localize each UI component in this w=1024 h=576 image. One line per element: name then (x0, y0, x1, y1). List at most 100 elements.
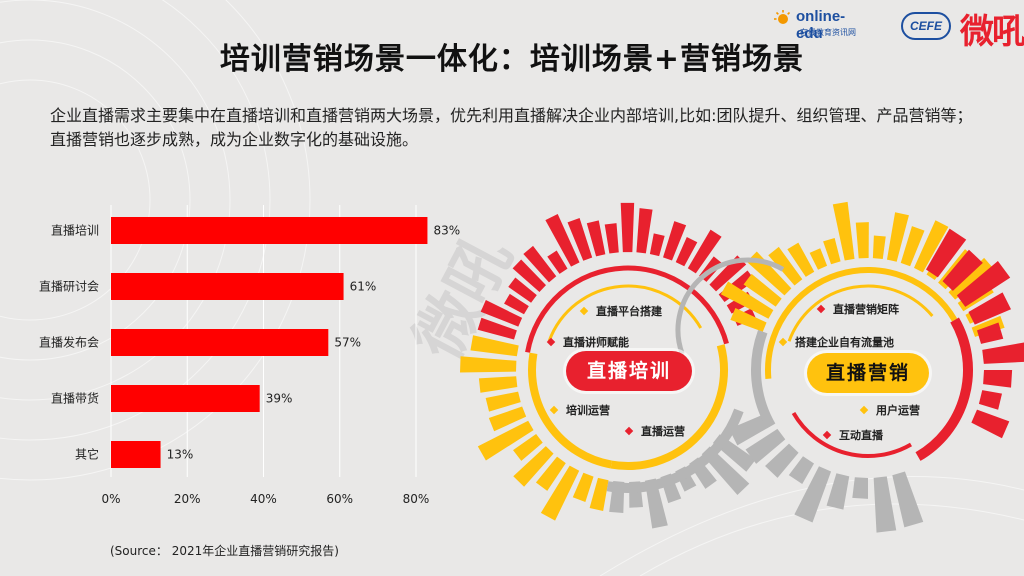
value-label: 39% (266, 392, 293, 406)
ring-arc (528, 352, 613, 469)
x-tick-label: 80% (403, 492, 430, 506)
ray-bar (983, 370, 1013, 388)
ray-bar (971, 409, 1010, 439)
value-label: 83% (433, 224, 460, 238)
marketing-item: 互动直播 (822, 427, 883, 443)
ray-bar (504, 293, 529, 315)
training-item: 直播讲师赋能 (546, 334, 629, 350)
ray-bar (701, 446, 750, 496)
x-tick-label: 60% (326, 492, 353, 506)
source-note: (Source： 2021年企业直播营销研究报告) (110, 544, 339, 558)
bar (111, 273, 344, 300)
ray-bar (978, 390, 1003, 410)
marketing-scene-label: 直播营销 (807, 353, 929, 393)
ray-bar (809, 248, 828, 270)
ray-bar (478, 376, 518, 393)
ray-bar (787, 242, 815, 277)
ray-bar (709, 255, 747, 292)
ray-bar (872, 235, 886, 259)
x-tick-label: 0% (101, 492, 120, 506)
ray-bar (675, 237, 698, 267)
brand-subtitle: 在线教育资讯网 (800, 28, 856, 37)
page-title: 培训营销场景一体化：培训场景+营销场景 (219, 42, 805, 77)
ray-bar (956, 261, 1011, 307)
sun-icon (774, 10, 791, 24)
ray-bar (488, 406, 527, 432)
bar (111, 217, 428, 244)
ring-arc (606, 408, 744, 493)
ray-bar (855, 222, 869, 259)
ray-bar (745, 428, 786, 464)
ray-bar (480, 300, 523, 327)
ray-bar (649, 233, 665, 257)
ray-bar (636, 208, 653, 254)
ray-bar (485, 391, 521, 412)
ray-bar (832, 201, 855, 261)
ring-arc (915, 317, 973, 461)
logo-group: online-edu 在线教育资讯网 CEFE 微吼 (764, 4, 1024, 52)
ray-bar (730, 307, 767, 332)
ray-bar (886, 212, 909, 262)
ray-bar (823, 237, 841, 265)
ring-arc (787, 284, 934, 342)
value-label: 13% (167, 448, 194, 462)
ray-bar (743, 273, 782, 307)
ray-bar (968, 292, 1012, 325)
training-item: 培训运营 (549, 402, 610, 418)
training-item: 直播平台搭建 (579, 303, 662, 319)
cefe-logo: CEFE (901, 12, 951, 40)
marketing-circle (675, 201, 1024, 533)
ray-bar (977, 322, 1004, 344)
ray-bar (589, 477, 609, 512)
diamond-icon (778, 337, 788, 347)
ray-bar (460, 356, 517, 373)
ring-arc (525, 265, 729, 353)
ray-bar (477, 420, 534, 461)
marketing-item: 用户运营 (859, 402, 920, 418)
training-circle (460, 202, 756, 529)
bar (111, 385, 260, 412)
ray-bar (567, 217, 593, 261)
ray-bar (914, 220, 949, 273)
diamond-icon (859, 405, 869, 415)
weixue-logo: 微吼 (960, 12, 1024, 52)
ray-bar (540, 465, 580, 521)
ray-bar (826, 473, 850, 510)
ray-bar (663, 221, 687, 261)
ring-arc (610, 344, 728, 470)
diamond-icon (549, 405, 559, 415)
ray-bar (477, 317, 517, 340)
x-tick-label: 20% (174, 492, 201, 506)
training-item: 直播运营 (624, 423, 685, 439)
ray-bar (512, 259, 546, 293)
brand-name: online-edu (796, 8, 846, 42)
category-label: 其它 (75, 447, 99, 462)
ray-bar (982, 342, 1024, 364)
diamond-icon (546, 337, 556, 347)
diamond-icon (579, 306, 589, 316)
ray-bar (794, 466, 832, 523)
ray-bar (942, 249, 983, 291)
category-label: 直播培训 (51, 223, 99, 238)
diamond-icon (822, 430, 832, 440)
ring-arc (791, 411, 912, 458)
ring-arc (765, 267, 958, 379)
ray-bar (948, 257, 994, 300)
ray-bar (852, 477, 868, 499)
ray-bar (873, 476, 897, 533)
ray-bar (604, 223, 619, 254)
ray-bar (535, 456, 566, 491)
ray-bar (545, 213, 580, 267)
diamond-icon (816, 304, 826, 314)
marketing-item: 搭建企业自有流量池 (778, 334, 894, 350)
category-label: 直播带货 (51, 391, 99, 406)
x-tick-label: 40% (250, 492, 277, 506)
ray-bar (900, 226, 925, 267)
intro-paragraph: 企业直播需求主要集中在直播培训和直播营销两大场景，优先利用直播解决企业内部培训,… (50, 106, 973, 149)
ray-bar (768, 246, 803, 286)
diamond-icon (624, 426, 634, 436)
ray-bar (513, 446, 554, 487)
ray-bar (788, 456, 814, 484)
ray-bar (470, 335, 519, 357)
